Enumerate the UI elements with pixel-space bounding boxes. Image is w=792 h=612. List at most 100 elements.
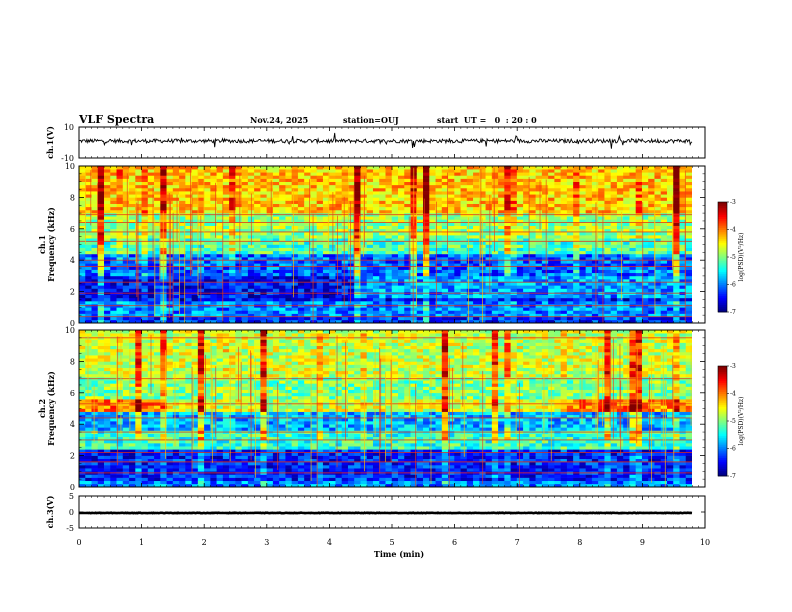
spectrogram-cell <box>329 197 336 201</box>
spectrogram-cell <box>410 166 418 170</box>
spectrogram-cell <box>91 203 99 208</box>
spectrogram-cell <box>648 187 655 192</box>
spectrogram-cell <box>529 194 536 198</box>
spectrogram-cell <box>254 279 261 283</box>
spectrogram-cell <box>266 275 274 280</box>
spectrogram-cell <box>322 206 330 211</box>
spectrogram-cell <box>110 169 117 173</box>
spectrogram-cell <box>591 166 599 170</box>
spectrogram-cell <box>598 257 605 261</box>
spectrogram-cell <box>648 166 655 170</box>
spectrogram-cell <box>154 235 161 239</box>
spectrogram-cell <box>598 191 605 195</box>
spectrogram-cell <box>616 225 624 230</box>
spectrogram-cell <box>329 203 336 208</box>
spectrogram-cell <box>110 319 117 324</box>
spectrogram-cell <box>591 301 599 305</box>
spectrogram-cell <box>579 219 586 223</box>
spectrogram-cell <box>272 238 280 242</box>
spectrogram-cell <box>172 266 180 270</box>
spectrogram-cell <box>222 282 230 286</box>
spectrogram-cell <box>247 266 255 270</box>
spectrogram-cell <box>372 231 380 236</box>
spectrogram-cell <box>466 260 474 264</box>
spectrogram-cell <box>566 231 574 236</box>
spectrogram-cell <box>91 200 99 204</box>
spectrogram-cell <box>279 238 286 242</box>
spectrogram-cell <box>441 238 449 242</box>
spectrogram-cell <box>254 266 261 270</box>
ch1-waveform-y-tick-label: 10 <box>64 123 74 132</box>
spectrogram-cell <box>566 178 574 182</box>
spectrogram-cell <box>291 294 299 299</box>
spectrogram-cell <box>122 307 130 311</box>
spectrogram-cell <box>541 172 549 176</box>
spectrogram-cell <box>316 275 324 280</box>
spectrogram-cell <box>523 266 530 270</box>
spectrogram-cell <box>573 187 580 192</box>
spectrogram-cell <box>91 247 99 252</box>
spectrogram-cell <box>122 222 130 226</box>
spectrogram-cell <box>598 216 605 220</box>
spectrogram-cell <box>666 247 674 252</box>
spectrogram-cell <box>566 282 574 286</box>
spectrogram-cell <box>366 241 374 245</box>
spectrogram-cell <box>654 169 662 173</box>
spectrogram-cell <box>122 219 130 223</box>
spectrogram-cell <box>97 225 105 230</box>
spectrogram-cell <box>91 244 99 248</box>
spectrogram-cell <box>260 241 267 245</box>
spectrogram-cell <box>322 181 330 186</box>
spectrogram-cell <box>429 288 436 292</box>
spectrogram-cell <box>654 216 662 220</box>
spectrogram-cell <box>379 194 386 198</box>
spectrogram-cell <box>297 288 305 292</box>
spectrogram-cell <box>548 184 555 189</box>
spectrogram-cell <box>185 257 192 261</box>
spectrogram-cell <box>535 206 543 211</box>
spectrogram-cell <box>566 169 574 173</box>
spectrogram-cell <box>147 247 155 252</box>
spectrogram-cell <box>347 257 355 261</box>
spectrogram-cell <box>135 269 142 274</box>
spectrogram-cell <box>448 316 455 321</box>
spectrogram-cell <box>266 197 274 201</box>
spectrogram-cell <box>147 187 155 192</box>
spectrogram-cell <box>516 191 524 195</box>
spectrogram-cell <box>385 241 393 245</box>
spectrogram-cell <box>604 250 611 255</box>
spectrogram-cell <box>272 269 280 274</box>
spectrogram-cell <box>404 178 411 182</box>
spectrogram-cell <box>448 294 455 299</box>
spectrogram-cell <box>460 275 468 280</box>
spectrogram-cell <box>641 247 649 252</box>
spectrogram-cell <box>179 319 186 324</box>
spectrogram-cell <box>366 235 374 239</box>
spectrogram-cell <box>510 222 518 226</box>
spectrogram-cell <box>404 225 411 230</box>
spectrogram-cell <box>429 172 436 176</box>
spectrogram-cell <box>122 247 130 252</box>
spectrogram-cell <box>104 282 111 286</box>
spectrogram-cell <box>222 203 230 208</box>
spectrogram-cell <box>347 206 355 211</box>
spectrogram-cell <box>179 244 186 248</box>
spectrogram-cell <box>372 266 380 270</box>
spectrogram-cell <box>285 219 292 223</box>
spectrogram-cell <box>279 319 286 324</box>
spectrogram-cell <box>341 282 349 286</box>
spectrogram-cell <box>97 244 105 248</box>
spectrogram-cell <box>548 301 555 305</box>
spectrogram-cell <box>129 272 136 277</box>
spectrogram-cell <box>229 275 236 280</box>
spectrogram-cell <box>366 219 374 223</box>
spectrogram-cell <box>335 169 343 173</box>
spectrogram-cell <box>391 266 399 270</box>
spectrogram-cell <box>304 263 311 267</box>
spectrogram-cell <box>385 172 393 176</box>
spectrogram-cell <box>616 241 624 245</box>
spectrogram-cell <box>535 187 543 192</box>
spectrogram-cell <box>529 187 536 192</box>
spectrogram-cell <box>598 288 605 292</box>
spectrogram-cell <box>129 288 136 292</box>
